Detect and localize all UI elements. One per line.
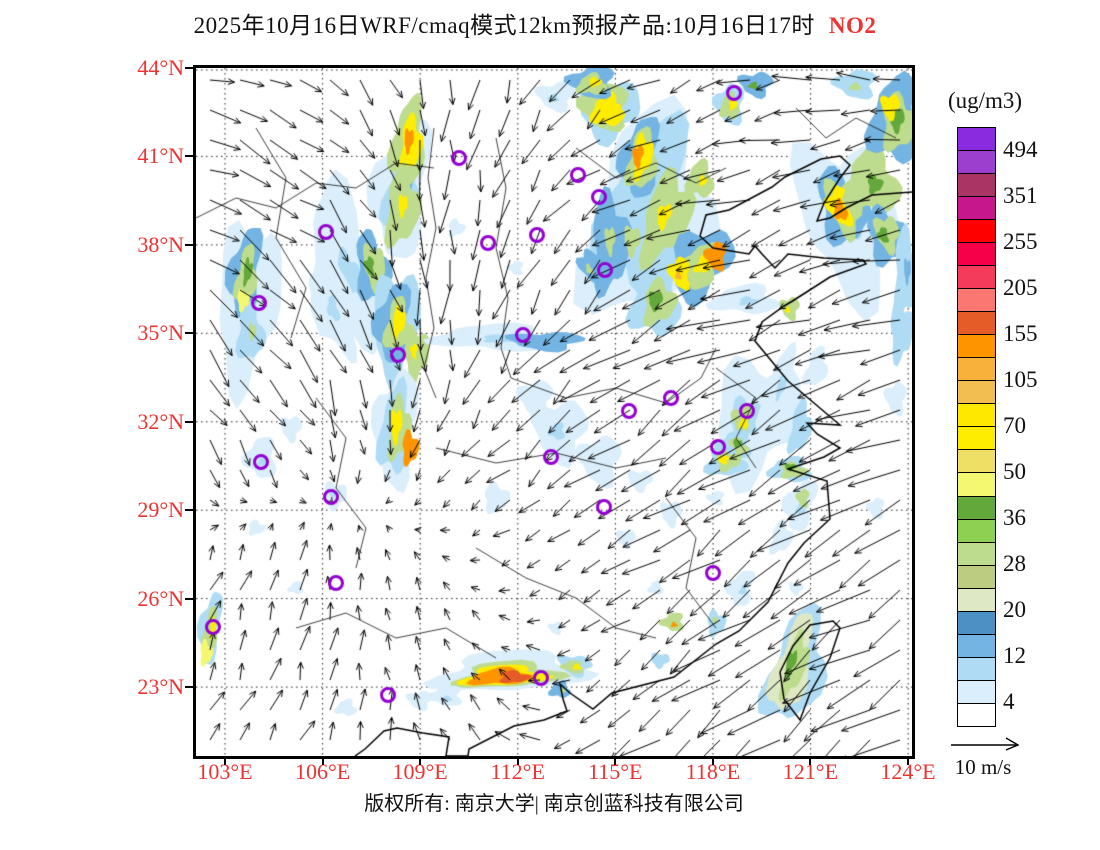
legend-value-label: 12 <box>1003 643 1026 668</box>
legend-color-cell <box>958 634 995 658</box>
legend-color-cell <box>958 680 995 704</box>
legend-color-cell <box>958 151 995 175</box>
y-axis-label: 32°N <box>137 408 184 434</box>
y-axis-label: 35°N <box>137 320 184 346</box>
x-axis-label: 115°E <box>588 759 643 784</box>
wind-reference-label: 10 m/s <box>954 755 1012 779</box>
legend-color-cell <box>958 266 995 290</box>
legend-color-cell <box>958 542 995 566</box>
page-title: 2025年10月16日WRF/cmaq模式12km预报产品:10月16日17时 N… <box>140 6 930 40</box>
legend-color-cell <box>958 473 995 497</box>
legend-value-label: 205 <box>1003 275 1038 300</box>
legend-value-label: 70 <box>1003 413 1026 438</box>
y-axis-label: 29°N <box>137 497 184 523</box>
y-axis-label: 44°N <box>137 55 184 80</box>
legend-color-cell <box>958 197 995 221</box>
legend-color-cell <box>958 611 995 635</box>
legend-color-cell <box>958 381 995 405</box>
legend-color-cell <box>958 174 995 198</box>
y-axis-tick <box>185 420 194 423</box>
legend-color-cell <box>958 128 995 152</box>
x-axis-label: 112°E <box>490 759 545 784</box>
legend-value-label: 351 <box>1003 183 1038 208</box>
legend-color-cell <box>958 243 995 267</box>
legend-value-label: 105 <box>1003 367 1038 392</box>
legend-value-label: 255 <box>1003 229 1038 254</box>
x-axis-label: 121°E <box>782 759 839 784</box>
x-axis-tick <box>711 756 714 765</box>
legend-color-cell <box>958 450 995 474</box>
y-axis-tick <box>185 67 194 69</box>
legend-color-cell <box>958 335 995 359</box>
y-axis-label: 23°N <box>137 674 184 699</box>
legend-value-label: 4 <box>1003 689 1015 714</box>
legend-color-cell <box>958 703 995 726</box>
legend-color-cell <box>958 358 995 382</box>
legend-color-cell <box>958 289 995 313</box>
legend-colorbar <box>957 127 996 727</box>
legend-value-label: 36 <box>1003 505 1026 530</box>
legend-color-cell <box>958 519 995 543</box>
copyright-footer: 版权所有: 南京大学| 南京创蓝科技有限公司 <box>364 793 744 815</box>
y-axis-tick <box>185 597 194 600</box>
legend-value-label: 155 <box>1003 321 1038 346</box>
legend-value-label: 28 <box>1003 551 1026 576</box>
legend-units: (ug/m3) <box>947 88 1023 113</box>
legend-color-cell <box>958 427 995 451</box>
x-axis-tick <box>321 756 324 765</box>
legend-value-label: 50 <box>1003 459 1026 484</box>
title-species-no2: NO2 <box>828 13 877 38</box>
y-axis-tick <box>185 243 194 246</box>
legend-value-label: 20 <box>1003 597 1026 622</box>
legend-color-cell <box>958 565 995 589</box>
y-axis-tick <box>185 332 194 335</box>
legend-color-cell <box>958 404 995 428</box>
x-axis-tick <box>809 756 812 765</box>
legend-color-cell <box>958 220 995 244</box>
x-axis-label: 124°E <box>880 759 936 784</box>
x-axis-tick <box>419 756 422 765</box>
legend-color-cell <box>958 496 995 520</box>
y-axis-tick <box>185 155 194 158</box>
x-axis-label: 103°E <box>197 759 253 784</box>
y-axis-label: 26°N <box>137 585 184 611</box>
title-main: 2025年10月16日WRF/cmaq模式12km预报产品:10月16日17时 <box>193 13 815 38</box>
x-axis-tick <box>224 756 226 765</box>
y-axis-tick <box>185 509 194 512</box>
x-axis-tick <box>907 756 909 765</box>
map-frame <box>193 65 915 759</box>
legend-color-cell <box>958 657 995 681</box>
map-canvas <box>196 68 912 756</box>
y-axis-label: 38°N <box>137 231 184 257</box>
x-axis-tick <box>614 756 617 765</box>
legend-color-cell <box>958 588 995 612</box>
y-axis-label: 41°N <box>137 143 184 169</box>
y-axis-tick <box>185 686 194 688</box>
x-axis-label: 109°E <box>392 759 448 784</box>
x-axis-tick <box>516 756 519 765</box>
x-axis-label: 106°E <box>294 759 351 784</box>
legend-color-cell <box>958 312 995 336</box>
legend-value-label: 494 <box>1003 137 1038 162</box>
wind-reference-arrow-icon <box>951 737 1020 751</box>
x-axis-label: 118°E <box>685 759 741 784</box>
